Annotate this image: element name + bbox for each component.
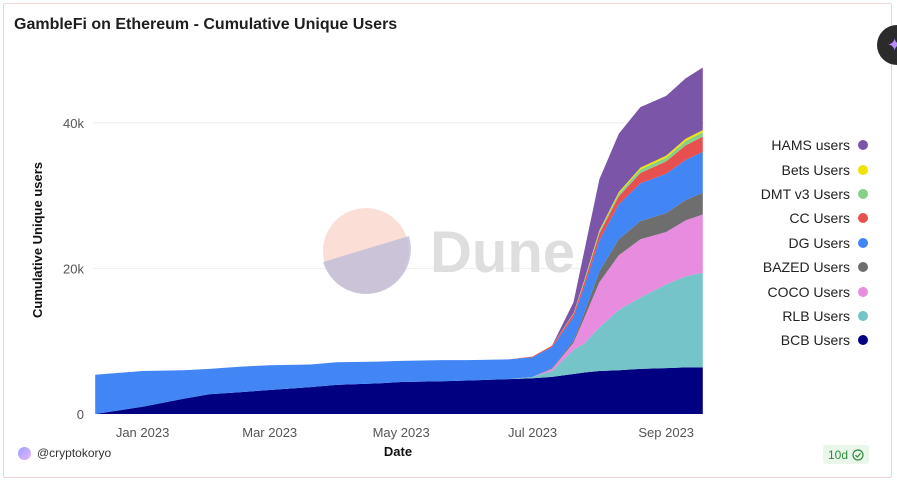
- legend-item-cc-users[interactable]: CC Users: [720, 206, 868, 230]
- watermark-text: Dune: [430, 220, 575, 285]
- legend-swatch: [858, 213, 868, 224]
- legend-label: BAZED Users: [762, 259, 850, 276]
- legend-label: COCO Users: [767, 283, 850, 300]
- y-tick-labels: 0 20k 40k: [63, 116, 84, 422]
- x-tick-label: Sep 2023: [638, 425, 694, 440]
- legend-swatch: [858, 335, 868, 346]
- x-tick-label: Jan 2023: [116, 425, 170, 440]
- avatar-icon: [18, 446, 31, 460]
- legend-label: DG Users: [788, 234, 850, 251]
- refresh-age: 10d: [828, 447, 849, 462]
- legend-swatch: [858, 262, 868, 273]
- series-area-bcb-users: [95, 367, 703, 414]
- legend-label: BCB Users: [780, 332, 850, 349]
- x-tick-labels: Jan 2023 Mar 2023 May 2023 Jul 2023 Sep 2023: [116, 425, 694, 440]
- legend-label: Bets Users: [781, 161, 850, 178]
- y-axis-title: Cumulative Unique users: [30, 162, 45, 318]
- legend-item-coco-users[interactable]: COCO Users: [720, 279, 868, 303]
- y-tick-label: 0: [77, 407, 84, 422]
- y-tick-label: 20k: [63, 261, 84, 276]
- legend-swatch: [858, 237, 868, 248]
- legend-swatch: [858, 164, 868, 175]
- legend-item-bcb-users[interactable]: BCB Users: [720, 328, 868, 352]
- legend-swatch: [858, 286, 868, 297]
- ai-assistant-button[interactable]: ✦: [877, 25, 897, 65]
- y-tick-label: 40k: [63, 116, 84, 131]
- check-circle-icon: [852, 448, 864, 461]
- legend-item-bets-users[interactable]: Bets Users: [720, 157, 868, 181]
- x-tick-label: Mar 2023: [242, 425, 297, 440]
- refresh-status-badge[interactable]: 10d: [823, 445, 870, 464]
- author-name: @cryptokoryo: [37, 446, 112, 460]
- legend-swatch: [858, 188, 868, 199]
- legend: HAMS users Bets Users DMT v3 Users CC Users…: [720, 133, 868, 353]
- x-tick-label: Jul 2023: [508, 425, 557, 440]
- legend-label: DMT v3 Users: [760, 185, 850, 202]
- legend-item-dg-users[interactable]: DG Users: [720, 231, 868, 255]
- legend-item-bazed-users[interactable]: BAZED Users: [720, 255, 868, 279]
- legend-item-dmt-v3-users[interactable]: DMT v3 Users: [720, 182, 868, 206]
- legend-label: CC Users: [789, 210, 850, 227]
- legend-swatch: [858, 310, 868, 321]
- legend-item-hams-users[interactable]: HAMS users: [720, 133, 868, 157]
- legend-item-rlb-users[interactable]: RLB Users: [720, 304, 868, 328]
- dune-watermark: Dune: [323, 208, 575, 294]
- legend-swatch: [858, 140, 868, 151]
- series-area-dg-users: [95, 151, 703, 414]
- legend-label: HAMS users: [771, 137, 850, 154]
- watermark-logo-bottom: [323, 236, 411, 294]
- sparkle-icon: ✦: [887, 35, 897, 55]
- chart-title: GambleFi on Ethereum - Cumulative Unique…: [14, 16, 398, 33]
- legend-label: RLB Users: [782, 307, 850, 324]
- series-areas: [95, 67, 703, 414]
- x-tick-label: May 2023: [373, 425, 430, 440]
- x-axis-title: Date: [384, 444, 412, 459]
- author-link[interactable]: @cryptokoryo: [18, 446, 111, 460]
